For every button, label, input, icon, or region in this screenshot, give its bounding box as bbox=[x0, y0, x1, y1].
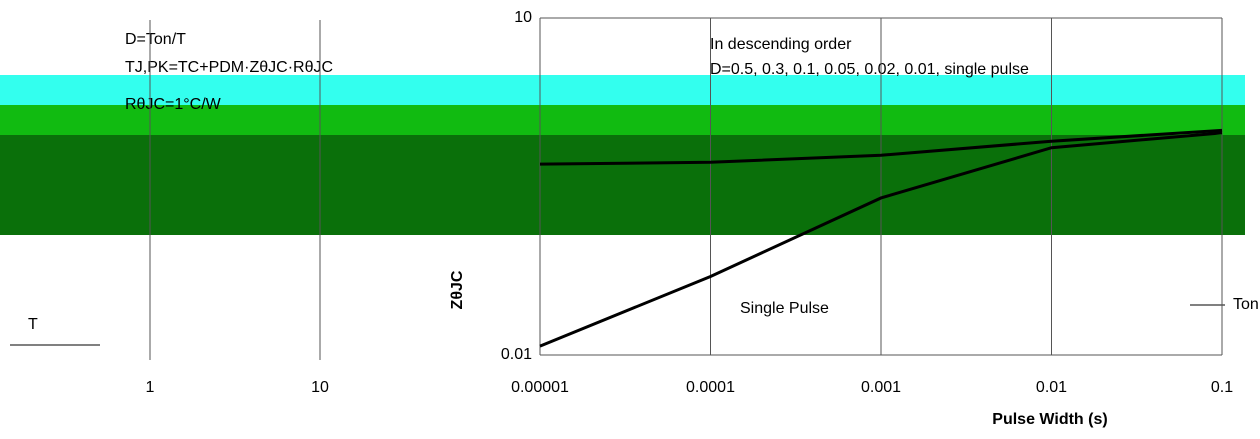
x-axis-label: Pulse Width (s) bbox=[992, 411, 1107, 428]
x-tick-label: 0.0001 bbox=[686, 379, 735, 396]
annotation: RθJC=1°C/W bbox=[125, 96, 222, 113]
x-tick-label: 0.1 bbox=[1211, 379, 1233, 396]
band bbox=[0, 135, 1245, 235]
y-tick-label: 0.01 bbox=[501, 346, 532, 363]
x-tick-label: 0.001 bbox=[861, 379, 901, 396]
series-line bbox=[539, 128, 1223, 166]
x-tick-label: 0.00001 bbox=[511, 379, 569, 396]
y-axis-label: ZθJC bbox=[449, 270, 466, 309]
x-tick-label: 1 bbox=[146, 379, 155, 396]
annotation: Ton bbox=[1233, 296, 1259, 313]
band bbox=[0, 75, 1245, 105]
annotation: TJ,PK=TC+PDM·ZθJC·RθJC bbox=[125, 59, 333, 76]
annotation: Single Pulse bbox=[740, 300, 829, 317]
annotation: D=0.5, 0.3, 0.1, 0.05, 0.02, 0.01, singl… bbox=[710, 61, 1029, 78]
annotation: D=Ton/T bbox=[125, 31, 186, 48]
x-tick-label: 0.01 bbox=[1036, 379, 1067, 396]
band bbox=[0, 105, 1245, 135]
annotation: In descending order bbox=[710, 36, 852, 53]
label-box bbox=[730, 295, 930, 323]
annotation: T bbox=[28, 316, 38, 333]
x-tick-label: 10 bbox=[311, 379, 329, 396]
series-line bbox=[539, 131, 1223, 348]
y-tick-label: 10 bbox=[514, 9, 532, 26]
